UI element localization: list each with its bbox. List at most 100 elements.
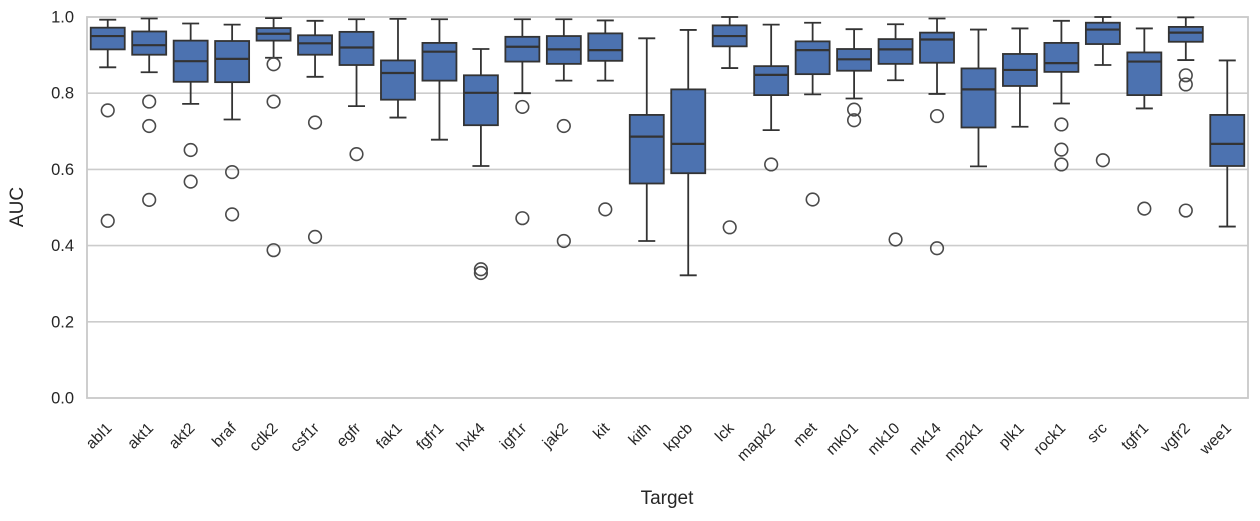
iqr-box <box>960 67 997 129</box>
box-group-mk10 <box>877 23 914 247</box>
x-tick-label-lck: lck <box>712 420 738 446</box>
iqr-box <box>89 26 126 51</box>
box-group-akt1 <box>131 17 168 207</box>
box-group-csf1r <box>297 19 333 244</box>
iqr-box <box>794 40 831 76</box>
outlier-point <box>929 241 945 256</box>
iqr-box <box>628 114 665 185</box>
outlier-point <box>1178 68 1193 83</box>
plot-frame <box>86 16 1249 399</box>
box-group-akt2 <box>172 22 209 189</box>
x-tick-label-hxk4: hxk4 <box>454 420 489 455</box>
x-tick-label-mapk2: mapk2 <box>734 420 779 465</box>
box-group-fgfr1 <box>421 18 458 141</box>
box-group-mp2k1 <box>960 28 997 168</box>
outlier-point <box>225 164 240 180</box>
x-tick-label-fak1: fak1 <box>373 420 406 453</box>
x-tick-label-kith: kith <box>626 420 655 449</box>
outlier-point <box>183 174 198 189</box>
box-group-tgfr1 <box>1126 27 1163 216</box>
outlier-point <box>307 229 323 244</box>
outlier-point <box>515 211 530 226</box>
x-tick-label-fgfr1: fgfr1 <box>413 420 447 454</box>
box-group-met <box>794 21 831 207</box>
y-tick-label: 0.4 <box>51 237 74 255</box>
box-group-rock1 <box>1043 19 1080 172</box>
iqr-box <box>1084 21 1121 45</box>
outlier-point <box>888 232 903 247</box>
box-group-mapk2 <box>753 23 790 172</box>
outlier-point <box>722 220 737 235</box>
y-tick-label: 1.0 <box>51 9 74 27</box>
outlier-point <box>183 142 198 158</box>
x-tick-label-rock1: rock1 <box>1030 420 1069 459</box>
x-tick-label-akt2: akt2 <box>166 420 199 453</box>
iqr-box <box>1167 26 1204 43</box>
outlier-point <box>1054 117 1069 132</box>
box-group-kpcb <box>670 29 707 277</box>
outlier-point <box>225 207 240 222</box>
iqr-box <box>131 30 168 56</box>
outlier-point <box>1054 157 1069 172</box>
x-tick-label-jak2: jak2 <box>539 420 572 453</box>
x-tick-label-csf1r: csf1r <box>287 420 323 456</box>
outlier-point <box>266 94 281 109</box>
x-tick-label-igf1r: igf1r <box>497 420 530 453</box>
plot-area <box>89 16 1246 281</box>
iqr-box <box>877 38 914 65</box>
x-tick-label-cdk2: cdk2 <box>246 420 281 455</box>
box-group-jak2 <box>545 18 582 249</box>
iqr-box <box>297 34 333 56</box>
x-tick-label-mk10: mk10 <box>865 420 904 459</box>
outlier-point <box>556 233 571 249</box>
outlier-point <box>846 102 862 117</box>
outlier-point <box>1178 203 1193 218</box>
box-group-kith <box>628 37 665 242</box>
outlier-point <box>349 147 364 162</box>
x-tick-label-met: met <box>790 419 821 450</box>
box-group-egfr <box>338 18 375 162</box>
outlier-point <box>142 94 157 109</box>
iqr-box <box>1043 42 1080 73</box>
x-tick-label-akt1: akt1 <box>124 420 157 453</box>
x-tick-label-mk01: mk01 <box>823 420 862 459</box>
x-tick-label-tgfr1: tgfr1 <box>1118 420 1152 454</box>
outlier-point <box>598 202 613 217</box>
outlier-point <box>515 99 530 115</box>
box-group-lck <box>711 16 748 235</box>
outlier-point <box>556 118 571 134</box>
iqr-box <box>463 74 499 127</box>
outlier-point <box>805 192 820 207</box>
y-tick-label: 0.2 <box>51 313 74 331</box>
y-tick-label: 0.8 <box>51 85 74 103</box>
outlier-point <box>307 115 323 130</box>
outlier-point <box>929 108 945 124</box>
outlier-point <box>1095 153 1110 168</box>
outlier-point <box>142 118 157 134</box>
x-tick-label-plk1: plk1 <box>996 420 1028 452</box>
box-group-abl1 <box>89 18 126 228</box>
x-tick-label-egfr: egfr <box>333 420 364 451</box>
outlier-point <box>266 243 281 258</box>
x-tick-label-mp2k1: mp2k1 <box>941 420 986 465</box>
outlier-point <box>142 192 157 207</box>
box-group-igf1r <box>504 18 541 226</box>
iqr-box <box>753 65 790 97</box>
box-group-plk1 <box>1002 27 1038 128</box>
box-group-mk01 <box>836 28 872 128</box>
box-group-fak1 <box>380 18 416 119</box>
x-tick-label-abl1: abl1 <box>83 420 116 453</box>
box-group-mk14 <box>919 17 955 256</box>
box-group-vgfr2 <box>1167 16 1204 218</box>
x-tick-label-kpcb: kpcb <box>661 420 696 455</box>
iqr-box <box>380 59 416 101</box>
box-group-src <box>1084 16 1121 168</box>
outlier-point <box>764 157 779 172</box>
iqr-box <box>504 35 541 63</box>
outlier-point <box>100 103 115 118</box>
iqr-box <box>1126 51 1163 97</box>
box-group-kit <box>587 19 624 217</box>
x-tick-label-vgfr2: vgfr2 <box>1157 420 1193 456</box>
